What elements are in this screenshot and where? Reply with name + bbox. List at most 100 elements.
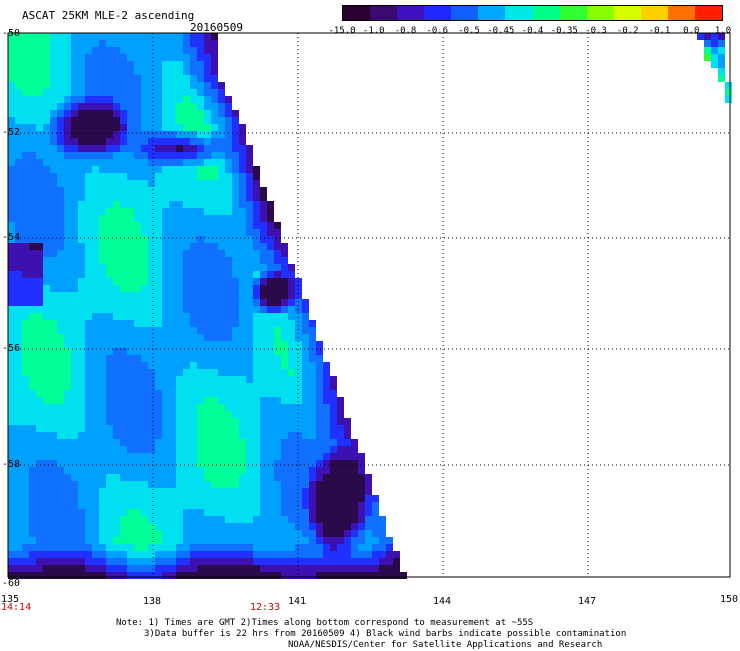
swath-cell [239, 446, 246, 453]
swath-cell [71, 75, 78, 82]
swath-cell [106, 96, 113, 103]
swath-cell [176, 488, 183, 495]
swath-cell [78, 446, 85, 453]
swath-cell [232, 376, 239, 383]
swath-cell [127, 348, 134, 355]
swath-cell [176, 215, 183, 222]
swath-cell [71, 243, 78, 250]
swath-cell [169, 138, 176, 145]
swath-cell [295, 285, 302, 292]
swath-cell [78, 341, 85, 348]
swath-cell [127, 117, 134, 124]
swath-cell [134, 75, 141, 82]
swath-cell [99, 544, 106, 551]
swath-cell [232, 173, 239, 180]
swath-cell [43, 103, 50, 110]
swath-cell [197, 313, 204, 320]
swath-cell [29, 236, 36, 243]
swath-cell [99, 257, 106, 264]
swath-cell [85, 292, 92, 299]
swath-cell [155, 124, 162, 131]
swath-cell [267, 530, 274, 537]
swath-cell [218, 488, 225, 495]
swath-cell [295, 516, 302, 523]
swath-cell [295, 292, 302, 299]
swath-cell [281, 495, 288, 502]
swath-cell [127, 103, 134, 110]
swath-cell [274, 348, 281, 355]
swath-cell [183, 390, 190, 397]
swath-cell [92, 110, 99, 117]
swath-cell [71, 306, 78, 313]
swath-cell [218, 222, 225, 229]
swath-cell [337, 432, 344, 439]
swath-cell [295, 299, 302, 306]
swath-cell [64, 404, 71, 411]
swath-cell [127, 54, 134, 61]
swath-cell [15, 138, 22, 145]
swath-cell [22, 68, 29, 75]
swath-cell [197, 558, 204, 565]
swath-cell [57, 544, 64, 551]
swath-cell [29, 82, 36, 89]
swath-cell [64, 89, 71, 96]
swath-cell [43, 425, 50, 432]
swath-cell [718, 33, 725, 40]
swath-cell [134, 369, 141, 376]
swath-cell [190, 33, 197, 40]
swath-cell [372, 530, 379, 537]
swath-cell [232, 369, 239, 376]
swath-cell [218, 96, 225, 103]
swath-cell [15, 229, 22, 236]
swath-cell [127, 397, 134, 404]
swath-cell [113, 236, 120, 243]
swath-cell [78, 439, 85, 446]
swath-cell [22, 89, 29, 96]
swath-cell [15, 551, 22, 558]
swath-cell [183, 418, 190, 425]
swath-cell [141, 89, 148, 96]
swath-cell [204, 523, 211, 530]
swath-cell [183, 131, 190, 138]
swath-cell [120, 117, 127, 124]
swath-cell [162, 54, 169, 61]
swath-cell [281, 481, 288, 488]
swath-cell [148, 411, 155, 418]
swath-cell [288, 481, 295, 488]
swath-cell [113, 145, 120, 152]
swath-cell [106, 355, 113, 362]
swath-cell [281, 383, 288, 390]
swath-cell [704, 40, 711, 47]
swath-cell [155, 117, 162, 124]
swath-cell [141, 187, 148, 194]
swath-cell [344, 418, 351, 425]
swath-cell [302, 397, 309, 404]
swath-cell [99, 509, 106, 516]
swath-cell [99, 551, 106, 558]
swath-cell [50, 278, 57, 285]
swath-cell [155, 558, 162, 565]
swath-cell [281, 299, 288, 306]
swath-cell [22, 236, 29, 243]
swath-cell [106, 47, 113, 54]
swath-cell [274, 488, 281, 495]
swath-cell [302, 537, 309, 544]
swath-cell [218, 383, 225, 390]
swath-cell [211, 82, 218, 89]
swath-cell [197, 481, 204, 488]
swath-cell [15, 222, 22, 229]
swath-cell [176, 257, 183, 264]
swath-cell [141, 201, 148, 208]
swath-cell [169, 509, 176, 516]
swath-cell [71, 530, 78, 537]
swath-cell [29, 138, 36, 145]
swath-cell [183, 516, 190, 523]
swath-cell [197, 152, 204, 159]
swath-cell [43, 68, 50, 75]
swath-cell [22, 558, 29, 565]
swath-cell [225, 145, 232, 152]
swath-cell [218, 215, 225, 222]
swath-cell [92, 341, 99, 348]
swath-cell [64, 54, 71, 61]
swath-cell [92, 502, 99, 509]
